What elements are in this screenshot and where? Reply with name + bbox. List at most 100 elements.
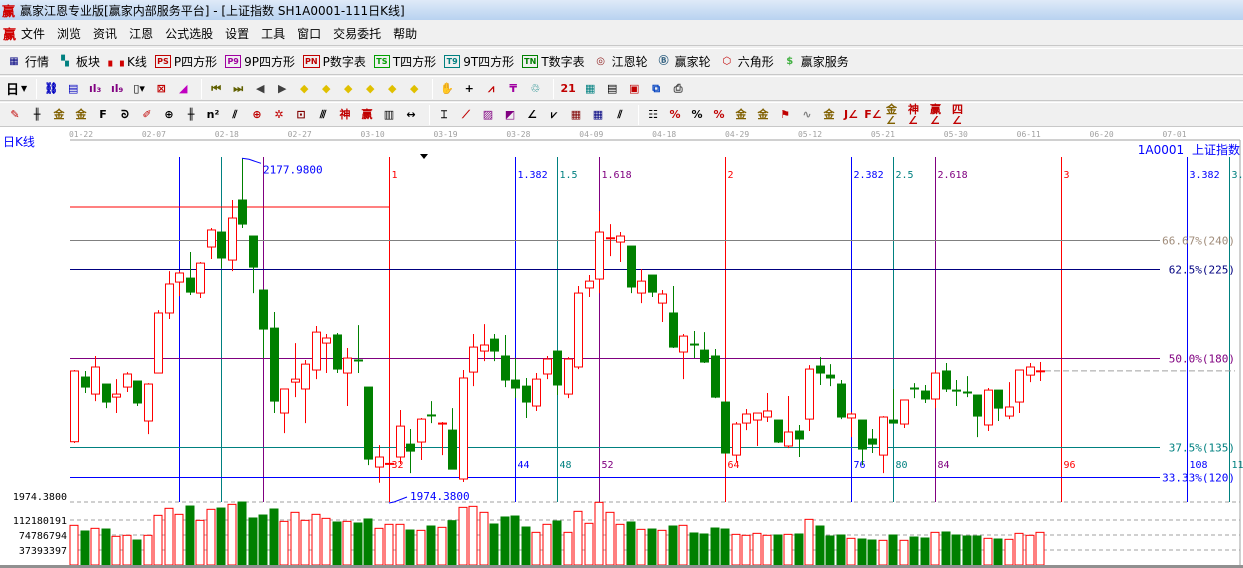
candle[interactable] <box>847 412 856 438</box>
candle[interactable] <box>648 274 657 298</box>
price-volume-chart[interactable]: 01-22 02-07 02-18 02-27 03-10 03-19 03-28 04-09… <box>0 127 1243 568</box>
candle[interactable] <box>585 275 594 298</box>
fan-icon[interactable]: ⫽ <box>232 108 238 121</box>
candle[interactable] <box>480 324 489 362</box>
candle[interactable] <box>196 261 205 299</box>
grid-lines-icon[interactable]: ╫ <box>187 108 195 121</box>
draw-line-icon[interactable]: ⩘ <box>488 82 495 95</box>
candle[interactable] <box>522 377 531 418</box>
expand-all-icon[interactable]: ◆ <box>387 82 397 95</box>
candle[interactable] <box>291 343 300 398</box>
gold-ratio-icon[interactable]: 金 <box>53 108 65 121</box>
move-right-icon[interactable]: ◆ <box>321 82 331 95</box>
candle[interactable] <box>81 370 90 393</box>
toolbar-button[interactable]: T9 9T四方形 <box>444 53 514 70</box>
candle[interactable] <box>448 408 457 470</box>
candle[interactable] <box>270 312 279 414</box>
n2-icon[interactable]: n² <box>206 108 220 121</box>
candle[interactable] <box>931 370 940 409</box>
calendar-icon[interactable]: 21 <box>560 82 576 95</box>
toolbar-button[interactable]: $ 赢家服务 <box>782 53 849 70</box>
menu-item[interactable]: 江恩 <box>129 27 154 41</box>
candle[interactable] <box>532 373 541 411</box>
candle[interactable] <box>795 424 804 458</box>
candle[interactable] <box>354 325 363 374</box>
candle[interactable] <box>501 334 510 388</box>
candle[interactable] <box>490 334 499 362</box>
candle[interactable] <box>91 355 100 402</box>
period-select[interactable]: 日 ▼ <box>6 79 27 98</box>
candle[interactable] <box>175 271 184 297</box>
angle-gold-icon[interactable]: 金∠ <box>886 102 897 127</box>
candle[interactable] <box>511 358 520 399</box>
candle[interactable] <box>574 286 583 370</box>
candle[interactable] <box>375 445 384 483</box>
menu-item[interactable]: 浏览 <box>57 27 82 41</box>
candle[interactable] <box>753 412 762 447</box>
candle[interactable] <box>553 350 562 396</box>
candle[interactable] <box>564 357 573 399</box>
candle[interactable] <box>259 289 268 359</box>
table-icon[interactable]: ☷ <box>648 108 658 121</box>
candle[interactable] <box>711 348 720 399</box>
network-icon[interactable]: ⧉ <box>652 82 661 95</box>
move-left-icon[interactable]: ◆ <box>299 82 309 95</box>
candle[interactable] <box>984 388 993 432</box>
candle[interactable] <box>637 269 646 304</box>
gann-grid2-icon[interactable]: ▦ <box>592 108 604 121</box>
toolbar-button[interactable]: ⬡ 六角形 <box>719 53 773 70</box>
candle[interactable] <box>900 399 909 429</box>
gold-bar-icon[interactable]: 金 <box>823 108 835 121</box>
toolbar-button[interactable]: PN P数字表 <box>303 53 366 70</box>
toolbar-button[interactable]: P9 9P四方形 <box>225 53 295 70</box>
candle[interactable] <box>459 370 468 483</box>
candle[interactable] <box>438 421 447 456</box>
angle-icon[interactable]: ∠ <box>527 108 537 121</box>
menu-item[interactable]: 设置 <box>225 27 250 41</box>
candle-dropdown-icon[interactable]: ▯▾ <box>133 82 145 95</box>
cross-out-icon[interactable]: ⊠ <box>156 82 166 95</box>
hand-icon[interactable]: ✋ <box>440 82 455 95</box>
kline3-icon[interactable]: ıl₃ <box>88 82 102 95</box>
gold-ratio2-icon[interactable]: 金 <box>75 108 87 121</box>
candle[interactable] <box>70 370 79 443</box>
flag-icon[interactable]: ◢ <box>178 82 188 95</box>
gann-box-icon[interactable]: ▨ <box>482 108 494 121</box>
next-icon[interactable]: ▶ <box>277 82 287 95</box>
pen-ruler-icon[interactable]: ✐ <box>142 108 152 121</box>
document-icon[interactable]: ▤ <box>67 82 79 95</box>
last-bar-icon[interactable]: ⏭ <box>233 82 244 95</box>
pattern-icon[interactable]: ₸ <box>509 82 517 95</box>
candle[interactable] <box>154 310 163 374</box>
candle[interactable] <box>868 428 877 454</box>
candle[interactable] <box>721 401 730 454</box>
candle[interactable] <box>469 334 478 387</box>
candle[interactable] <box>942 363 951 393</box>
shrink-h-icon[interactable]: ◆ <box>365 82 375 95</box>
target-icon[interactable]: ⊕ <box>252 108 262 121</box>
candle[interactable] <box>301 359 310 424</box>
candle[interactable] <box>732 421 741 463</box>
menu-item[interactable]: 资讯 <box>93 27 118 41</box>
shen-icon[interactable]: 神 <box>339 108 351 121</box>
candle[interactable] <box>658 290 667 323</box>
angle-f-icon[interactable]: F∠ <box>864 108 882 121</box>
toolbar-button[interactable]: ▚ 板块 <box>57 53 100 70</box>
toolbar-button[interactable]: ▖▗ K线 <box>108 53 147 70</box>
square-target-icon[interactable]: ⊡ <box>296 108 306 121</box>
candle[interactable] <box>616 232 625 262</box>
candle[interactable] <box>879 416 888 474</box>
gold-circle-icon[interactable]: 金 <box>735 108 747 121</box>
candle[interactable] <box>700 332 709 364</box>
candle[interactable] <box>406 428 415 474</box>
candle[interactable] <box>595 211 604 294</box>
candle[interactable] <box>921 384 930 404</box>
expand-h-icon[interactable]: ◆ <box>343 82 353 95</box>
menu-item[interactable]: 公式选股 <box>165 27 214 41</box>
candle[interactable] <box>343 348 352 407</box>
number-table-icon[interactable]: ▥ <box>383 108 395 121</box>
candle[interactable] <box>1005 382 1014 420</box>
candle[interactable] <box>742 409 751 431</box>
printer-icon[interactable]: ⎙ <box>673 82 683 95</box>
candle[interactable] <box>249 235 258 294</box>
